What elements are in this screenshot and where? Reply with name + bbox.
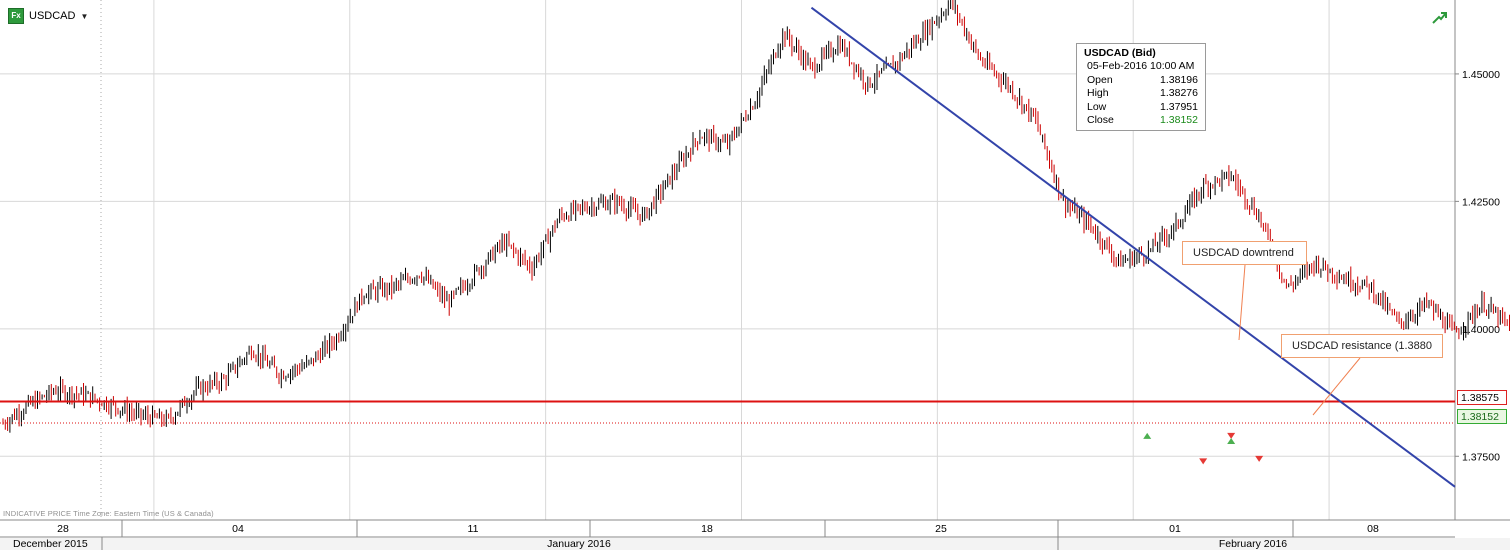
sell-marker-icon [1199,458,1208,465]
trend-up-icon[interactable] [1432,10,1448,26]
x-tick-label: 11 [468,523,479,535]
ohlc-title: USDCAD (Bid) [1084,47,1156,59]
fx-icon: Fx [8,8,24,24]
buy-marker-icon [1143,432,1152,439]
ohlc-close-value: 1.38152 [1160,114,1198,126]
sell-marker-icon [1227,432,1236,439]
ohlc-low-value: 1.37951 [1160,100,1198,113]
x-period-label: December 2015 [13,538,88,550]
symbol-selector[interactable]: Fx USDCAD ▼ [8,7,88,25]
ohlc-open-label: Open [1087,73,1113,86]
x-period-label: January 2016 [547,538,611,550]
caret-down-icon[interactable]: ▼ [80,11,89,21]
x-axis-period-band [0,538,1510,550]
symbol-name: USDCAD [29,10,76,22]
y-tick-label: 1.45000 [1462,69,1500,81]
x-tick-label: 01 [1169,523,1181,535]
x-tick-label: 04 [232,523,244,535]
ohlc-high-value: 1.38276 [1160,87,1198,99]
downtrend-annotation[interactable]: USDCAD downtrend [1182,241,1307,265]
x-period-label: February 2016 [1219,538,1287,550]
ohlc-high-label: High [1087,87,1109,99]
ohlc-tooltip: USDCAD (Bid) 05-Feb-2016 10:00 AM Open 1.… [1076,43,1206,131]
last-price-tag: 1.38152 [1457,409,1507,424]
ohlc-low-label: Low [1087,100,1107,113]
y-tick-label: 1.42500 [1462,196,1500,208]
ohlc-close-label: Close [1087,114,1114,126]
y-tick-label: 1.40000 [1462,324,1500,336]
ohlc-datetime: 05-Feb-2016 10:00 AM [1087,60,1195,72]
x-tick-label: 18 [701,523,713,535]
resistance-annotation[interactable]: USDCAD resistance (1.3880 [1281,334,1443,358]
downtrend-connector [1238,264,1246,341]
downtrend-line [810,6,1456,488]
x-tick-label: 25 [935,523,947,535]
buy-marker-icon [1227,437,1236,444]
y-tick-label: 1.37500 [1462,451,1500,463]
indicative-price-note: INDICATIVE PRICE Time Zone: Eastern Time… [3,509,214,518]
sell-marker-icon [1255,455,1264,462]
resistance-price-tag: 1.38575 [1457,390,1507,405]
x-tick-label: 28 [57,523,69,535]
x-tick-label: 08 [1367,523,1379,535]
resistance-connector [1312,357,1361,416]
ohlc-open-value: 1.38196 [1160,73,1198,86]
